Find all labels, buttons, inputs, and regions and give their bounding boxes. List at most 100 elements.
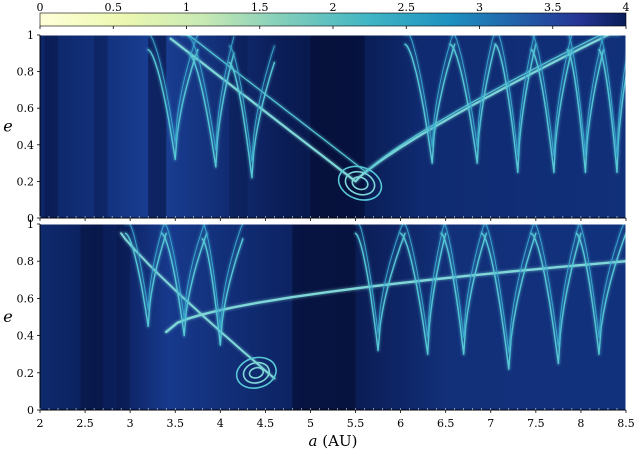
x-tick-label: 2.5 bbox=[76, 417, 94, 430]
top-tongue-inner bbox=[530, 35, 573, 157]
bottom-tongue bbox=[575, 232, 626, 355]
top-tongue bbox=[449, 43, 496, 164]
colorbar-tick-label: 1.5 bbox=[251, 1, 269, 14]
bottom-island-ring bbox=[235, 356, 277, 389]
dark-region bbox=[44, 35, 59, 218]
top-tongue-inner bbox=[494, 35, 537, 157]
top-tongue-inner bbox=[188, 36, 235, 151]
bottom-tongue-inner bbox=[355, 224, 406, 335]
colorbar-gradient bbox=[39, 12, 627, 27]
colorbar-tick-label: 3.5 bbox=[544, 1, 562, 14]
bottom-tongue bbox=[124, 232, 167, 327]
top-tongue-inner bbox=[228, 45, 275, 162]
x-tick-label: 3 bbox=[127, 417, 134, 430]
top-tongue bbox=[598, 48, 626, 173]
dark-region bbox=[116, 224, 131, 410]
dark-region bbox=[94, 35, 108, 218]
bottom-tongue bbox=[530, 232, 582, 365]
top-tongue-inner bbox=[404, 35, 456, 148]
y-tick-label: 1 bbox=[27, 29, 34, 42]
top-island-ring bbox=[337, 165, 383, 201]
bottom-tongue-inner bbox=[400, 224, 447, 338]
colorbar-tick-label: 0 bbox=[37, 1, 44, 14]
top-tongue bbox=[566, 48, 605, 173]
y-tick-label: 0.2 bbox=[17, 367, 35, 380]
bottom-panel-ridges bbox=[119, 224, 626, 389]
bottom-tongue-inner bbox=[575, 224, 626, 338]
bottom-tongue-inner bbox=[125, 224, 167, 311]
x-tick-label: 8.5 bbox=[617, 417, 634, 430]
y-tick-label: 1 bbox=[27, 218, 34, 231]
top-tongue bbox=[228, 61, 276, 179]
top-island-ring bbox=[344, 170, 376, 196]
colorbar-tick-label: 3 bbox=[476, 1, 483, 14]
bottom-tongue-inner bbox=[161, 224, 208, 320]
top-tongue-inner bbox=[566, 35, 604, 157]
bottom-tongue bbox=[481, 232, 537, 370]
top-panel: 0 0.2 0.4 0.6 0.8 1 bbox=[17, 29, 627, 225]
x-axis-label: a (AU) bbox=[309, 432, 358, 450]
top-secondary-arc bbox=[180, 35, 620, 173]
bottom-tongue-inner bbox=[201, 224, 244, 329]
y-tick-label: 0.2 bbox=[17, 175, 35, 188]
y-tick-label: 0.6 bbox=[17, 102, 35, 115]
dark-region bbox=[310, 35, 365, 218]
bottom-island-ring bbox=[242, 361, 270, 384]
bottom-tongue-inner bbox=[530, 224, 582, 348]
x-tick-label: 7.5 bbox=[527, 417, 545, 430]
x-tick-label: 6 bbox=[397, 417, 404, 430]
top-y-axis-label: e bbox=[3, 117, 12, 136]
top-tongue bbox=[188, 52, 235, 168]
dark-region bbox=[229, 35, 248, 218]
bottom-y-axis-label: e bbox=[3, 307, 12, 326]
bottom-panel-axes: 0 0.2 0.4 0.6 0.8 1 2 2.5 3 3.5 4 4.5 5 5.5 6 6.5 7 7.5 8 8… bbox=[17, 218, 634, 430]
bottom-long-ridge bbox=[165, 260, 626, 334]
x-tick-label: 5.5 bbox=[347, 417, 365, 430]
y-tick-label: 0.8 bbox=[17, 255, 35, 268]
top-tongue bbox=[147, 48, 199, 161]
colorbar-tick-label: 2.5 bbox=[398, 1, 416, 14]
dark-region bbox=[292, 224, 356, 410]
dark-region bbox=[148, 35, 167, 218]
colorbar-ticks: 0 0.5 1 1.5 2 2.5 3 3.5 4 bbox=[37, 1, 630, 29]
top-tongue bbox=[494, 43, 537, 173]
top-tongue bbox=[530, 48, 573, 173]
x-tick-label: 8 bbox=[577, 417, 584, 430]
colorbar-tick-label: 2 bbox=[330, 1, 337, 14]
bottom-tongue bbox=[399, 232, 447, 355]
x-tick-label: 6.5 bbox=[437, 417, 455, 430]
x-tick-label: 4 bbox=[217, 417, 224, 430]
bottom-tongue bbox=[161, 232, 208, 337]
y-tick-label: 0.4 bbox=[17, 330, 35, 343]
x-tick-label: 5 bbox=[307, 417, 314, 430]
top-panel-ridges bbox=[146, 35, 626, 201]
x-tick-label: 3.5 bbox=[166, 417, 184, 430]
bottom-island-ring bbox=[248, 366, 265, 379]
bottom-tongue bbox=[440, 232, 487, 355]
colorbar-tick-label: 4 bbox=[623, 1, 630, 14]
bottom-tongue-inner bbox=[440, 224, 487, 338]
top-tongue-inner bbox=[598, 35, 626, 157]
bottom-panel: 0 0.2 0.4 0.6 0.8 1 2 2.5 3 3.5 4 4.5 5 5.5 6 6.5 7 7.5 8 8… bbox=[17, 218, 634, 430]
top-island-ring bbox=[351, 176, 369, 191]
x-tick-label: 2 bbox=[37, 417, 44, 430]
bottom-panel-dark-bands bbox=[80, 224, 356, 410]
y-tick-label: 0 bbox=[27, 404, 34, 417]
x-tick-label: 7 bbox=[487, 417, 494, 430]
top-tongue bbox=[404, 43, 456, 164]
top-panel-axes: 0 0.2 0.4 0.6 0.8 1 bbox=[17, 29, 627, 225]
bottom-tongue-inner bbox=[481, 224, 537, 353]
y-tick-label: 0 bbox=[27, 212, 34, 225]
top-tongue-inner bbox=[449, 35, 496, 148]
y-tick-label: 0.8 bbox=[17, 66, 35, 79]
bottom-tongue bbox=[354, 232, 406, 352]
x-tick-label: 4.5 bbox=[257, 417, 275, 430]
bottom-tongue bbox=[201, 238, 244, 346]
bottom-descending-ridge bbox=[120, 232, 276, 380]
y-tick-label: 0.6 bbox=[17, 292, 35, 305]
y-tick-label: 0.4 bbox=[17, 139, 35, 152]
colorbar-tick-label: 0.5 bbox=[105, 1, 123, 14]
colorbar-tick-label: 1 bbox=[183, 1, 190, 14]
dark-region bbox=[80, 224, 104, 410]
